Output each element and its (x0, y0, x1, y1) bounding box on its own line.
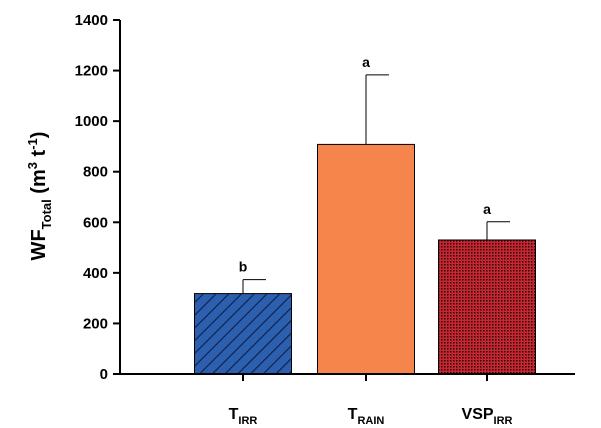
y-tick-label: 0 (100, 366, 108, 383)
significance-letter: a (483, 201, 491, 217)
y-tick-label: 1000 (75, 113, 108, 130)
x-axis-categories: TIRR TRAIN VSPIRR (229, 374, 513, 427)
y-tick-label: 600 (83, 214, 108, 231)
significance-letter: b (239, 259, 248, 275)
y-tick-label: 400 (83, 265, 108, 282)
y-tick-label: 1400 (75, 12, 108, 29)
significance-letters: b a a (239, 54, 491, 275)
significance-letter: a (362, 54, 370, 70)
y-axis-label: WFTotal (m3 t-1) (25, 132, 54, 261)
y-axis-ticks: 0 200 400 600 800 1000 1200 1400 (75, 12, 120, 383)
bars (194, 143, 536, 375)
bar-t-irr (194, 293, 292, 375)
error-bars (242, 74, 510, 294)
x-category-label: VSPIRR (462, 406, 513, 427)
y-tick-label: 200 (83, 315, 108, 332)
x-category-label: TRAIN (348, 406, 385, 427)
y-tick-label: 800 (83, 164, 108, 181)
x-category-label: TIRR (229, 406, 258, 427)
bar-vsp-irr (438, 239, 536, 375)
y-tick-label: 1200 (75, 63, 108, 80)
bar-t-rain (317, 143, 415, 375)
y-axis-title: WFTotal (m3 t-1) (25, 132, 54, 261)
